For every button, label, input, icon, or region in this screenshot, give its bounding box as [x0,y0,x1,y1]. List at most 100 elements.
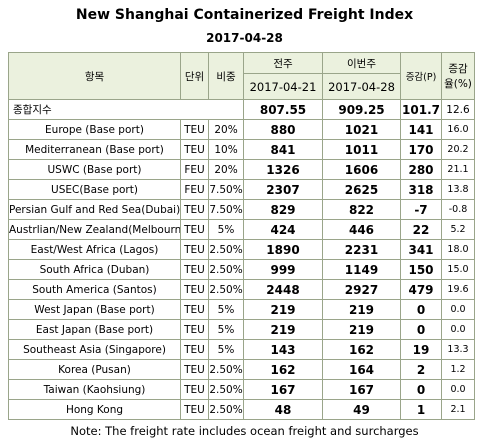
row-label: East/West Africa (Lagos) [8,239,181,260]
title: New Shanghai Containerized Freight Index [75,7,414,23]
cell: 15.0 [441,259,475,280]
cell: 12.6 [441,99,475,120]
table-row: Taiwan (Kaohsiung) TEU 2.50% 167 167 0 0.0 [8,379,475,400]
cell: 909.25 [322,99,401,120]
cell: 13.8 [441,179,475,200]
date: 2017-04-28 [206,31,283,45]
cell: 48 [243,399,323,420]
row-label: East Japan (Base port) [8,319,181,340]
column-header: 단위 [180,52,209,100]
cell: 1 [400,399,442,420]
cell: 2231 [322,239,401,260]
cell: 5% [208,219,244,240]
cell: 424 [243,219,323,240]
cell: TEU [180,279,209,300]
cell: 219 [322,299,401,320]
cell: FEU [180,159,209,180]
cell: 170 [400,139,442,160]
header-line: 증감 [448,63,468,75]
cell: 141 [400,119,442,140]
cell: TEU [180,399,209,420]
table-row: Southeast Asia (Singapore) TEU 5% 143 162 19 1… [8,339,475,360]
cell: 5% [208,339,244,360]
table-row: South Africa (Duban) TEU 2.50% 999 1149 150 15… [8,259,475,280]
cell: 0 [400,299,442,320]
table-row: South America (Santos) TEU 2.50% 2448 2927 47… [8,279,475,300]
cell: 219 [243,319,323,340]
table-row: Mediterranean (Base port) TEU 10% 841 1011 17… [8,139,475,160]
cell: 150 [400,259,442,280]
cell: 22 [400,219,442,240]
cell: 19 [400,339,442,360]
cell: 807.55 [243,99,323,120]
row-label: USEC(Base port) [8,179,181,200]
cell: 0.0 [441,379,475,400]
cell: 822 [322,199,401,220]
cell: TEU [180,359,209,380]
cell: TEU [180,319,209,340]
cell: 2.50% [208,259,244,280]
column-header: 비중 [208,52,244,100]
row-label: Europe (Base port) [8,119,181,140]
column-header: 항목 [8,52,181,100]
footnote: Note: The freight rate includes ocean fr… [70,424,419,438]
table-row: USEC(Base port) FEU 7.50% 2307 2625 318 13.8 [8,179,475,200]
cell: 841 [243,139,323,160]
cell: 0 [400,319,442,340]
cell: 2.50% [208,359,244,380]
cell: TEU [180,199,209,220]
cell: TEU [180,219,209,240]
table-row: West Japan (Base port) TEU 5% 219 219 0 0.0 [8,299,475,320]
cell: 2448 [243,279,323,300]
row-label: Korea (Pusan) [8,359,181,380]
freight-table: 항목 단위 비중 전주 이번주 증감(P) 증감 율(%) 2017-04-21 … [8,52,475,420]
column-header: 이번주 [322,52,401,74]
cell: 1.2 [441,359,475,380]
cell: -0.8 [441,199,475,220]
cell: 5% [208,319,244,340]
cell: 2.1 [441,399,475,420]
row-label: Persian Gulf and Red Sea(Dubai) [8,199,181,220]
column-header: 증감 율(%) [441,52,475,100]
cell: 49 [322,399,401,420]
cell: 0.0 [441,299,475,320]
cell: 20.2 [441,139,475,160]
cell: 2.50% [208,279,244,300]
cell: 10% [208,139,244,160]
row-label: Austrlian/New Zealand(Melbourne) [8,219,181,240]
table-row: East/West Africa (Lagos) TEU 2.50% 1890 2231… [8,239,475,260]
cell: 167 [322,379,401,400]
cell: 101.7 [400,99,442,120]
cell: 829 [243,199,323,220]
cell: 20% [208,119,244,140]
cell: 2 [400,359,442,380]
cell: 219 [322,319,401,340]
cell: 20% [208,159,244,180]
column-header: 증감(P) [400,52,442,100]
cell: TEU [180,239,209,260]
table-row: East Japan (Base port) TEU 5% 219 219 0 0.0 [8,319,475,340]
cell: 1021 [322,119,401,140]
cell: TEU [180,259,209,280]
cell: 1011 [322,139,401,160]
table-row: Hong Kong TEU 2.50% 48 49 1 2.1 [8,399,475,420]
cell: 5.2 [441,219,475,240]
cell: 1326 [243,159,323,180]
cell: 162 [243,359,323,380]
cell: 219 [243,299,323,320]
cell: 13.3 [441,339,475,360]
cell: TEU [180,139,209,160]
column-header: 전주 [243,52,323,74]
cell: 341 [400,239,442,260]
cell: 479 [400,279,442,300]
cell: 0.0 [441,319,475,340]
cell: 167 [243,379,323,400]
cell: 5% [208,299,244,320]
table-row: Austrlian/New Zealand(Melbourne) TEU 5% 424… [8,219,475,240]
cell: 1890 [243,239,323,260]
cell: 2.50% [208,399,244,420]
cell: 446 [322,219,401,240]
cell: TEU [180,379,209,400]
cell: 1606 [322,159,401,180]
